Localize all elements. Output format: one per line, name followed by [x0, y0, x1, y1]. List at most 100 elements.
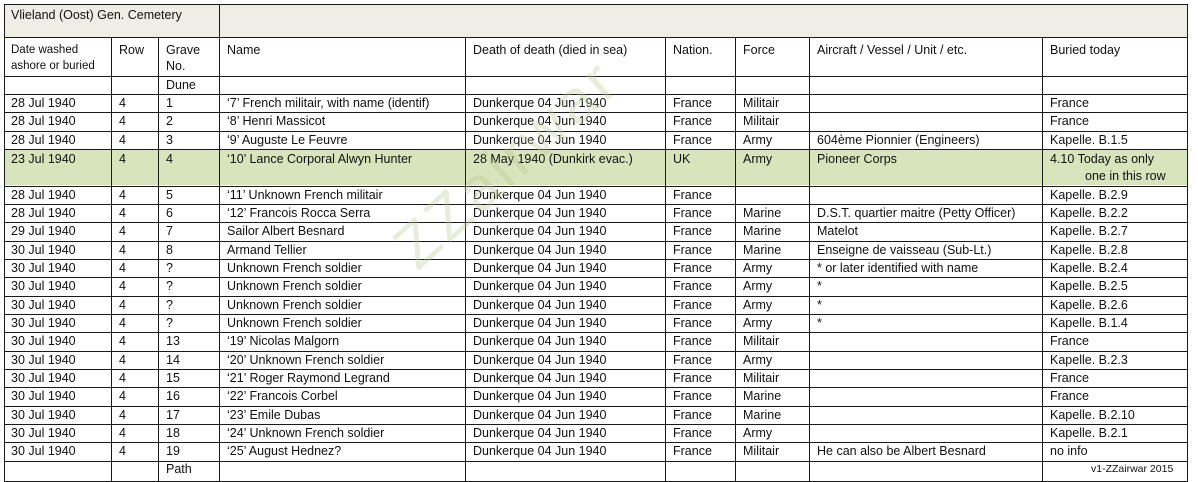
cell-grave: 13 — [166, 334, 180, 348]
gridline-vertical — [1187, 4, 1188, 482]
cell-death: Dunkerque 04 Jun 1940 — [473, 298, 607, 312]
cell-date: 30 Jul 1940 — [11, 371, 76, 385]
gridline-horizontal — [4, 76, 1187, 77]
cell-name: Unknown French soldier — [227, 316, 362, 330]
cell-buried: Kapelle. B.2.3 — [1050, 353, 1128, 367]
cell-name: ‘7’ French militair, with name (identif) — [227, 96, 430, 110]
cell-death: Dunkerque 04 Jun 1940 — [473, 261, 607, 275]
header-unit: Aircraft / Vessel / Unit / etc. — [817, 43, 968, 57]
cell-row: 4 — [119, 243, 126, 257]
cell-buried: France — [1050, 334, 1089, 348]
cell-grave: 6 — [166, 206, 173, 220]
cell-death: Dunkerque 04 Jun 1940 — [473, 133, 607, 147]
cell-force: Marine — [743, 389, 782, 403]
gridline-horizontal — [4, 149, 1187, 150]
footer-note: v1-ZZairwar 2015 — [1091, 463, 1174, 475]
cell-row: 4 — [119, 298, 126, 312]
cell-death: Dunkerque 04 Jun 1940 — [473, 334, 607, 348]
cell-row: 4 — [119, 389, 126, 403]
cell-force: Marine — [743, 224, 782, 238]
cell-unit: * — [817, 298, 822, 312]
cell-unit: He can also be Albert Besnard — [817, 444, 986, 458]
cell-nation: France — [673, 188, 712, 202]
section-dune-label: Dune — [166, 78, 196, 92]
cell-nation: France — [673, 298, 712, 312]
header-nation: Nation. — [673, 43, 713, 57]
cell-death: Dunkerque 04 Jun 1940 — [473, 408, 607, 422]
cell-buried: Kapelle. B.2.2 — [1050, 206, 1128, 220]
cell-force: Army — [743, 279, 773, 293]
cell-name: ‘10’ Lance Corporal Alwyn Hunter — [227, 152, 413, 166]
cell-force: Militair — [743, 444, 780, 458]
section-path-label: Path — [166, 462, 192, 476]
cell-death: Dunkerque 04 Jun 1940 — [473, 426, 607, 440]
cell-nation: France — [673, 133, 712, 147]
gridline-horizontal — [4, 186, 1187, 187]
cell-date: 28 Jul 1940 — [11, 133, 76, 147]
cell-buried: Kapelle. B.2.8 — [1050, 243, 1128, 257]
cell-force: Marine — [743, 243, 782, 257]
cell-buried: Kapelle. B.2.10 — [1050, 408, 1135, 422]
cell-date: 30 Jul 1940 — [11, 334, 76, 348]
cell-date: 28 Jul 1940 — [11, 206, 76, 220]
cell-death: 28 May 1940 (Dunkirk evac.) — [473, 152, 633, 166]
cell-buried: no info — [1050, 444, 1088, 458]
cell-buried: France — [1050, 96, 1089, 110]
cell-grave: 14 — [166, 353, 180, 367]
cell-nation: France — [673, 261, 712, 275]
cell-name: Armand Tellier — [227, 243, 307, 257]
cell-nation: France — [673, 408, 712, 422]
gridline-horizontal — [4, 94, 1187, 95]
highlight-row-band — [4, 150, 1187, 185]
cell-grave: ? — [166, 279, 173, 293]
table-title: Vlieland (Oost) Gen. Cemetery — [11, 8, 182, 22]
cell-name: ‘9’ Auguste Le Feuvre — [227, 133, 348, 147]
cell-date: 28 Jul 1940 — [11, 114, 76, 128]
cell-death: Dunkerque 04 Jun 1940 — [473, 389, 607, 403]
header-force: Force — [743, 43, 775, 57]
cell-date: 29 Jul 1940 — [11, 224, 76, 238]
gridline-horizontal — [4, 351, 1187, 352]
header-date-line-1: Date washed — [11, 44, 79, 56]
gridline-vertical — [665, 37, 666, 482]
cell-buried: 4.10 Today as only — [1050, 152, 1155, 166]
gridline-horizontal — [4, 387, 1187, 388]
gridline-horizontal — [4, 424, 1187, 425]
cell-name: ‘12’ Francois Rocca Serra — [227, 206, 371, 220]
cell-row: 4 — [119, 188, 126, 202]
cell-buried: Kapelle. B.1.4 — [1050, 316, 1128, 330]
cell-nation: France — [673, 206, 712, 220]
header-date-line-2: ashore or buried — [11, 60, 95, 72]
cell-death: Dunkerque 04 Jun 1940 — [473, 224, 607, 238]
cell-name: ‘23’ Emile Dubas — [227, 408, 321, 422]
cell-date: 30 Jul 1940 — [11, 408, 76, 422]
cell-row: 4 — [119, 96, 126, 110]
cell-row: 4 — [119, 279, 126, 293]
cell-date: 30 Jul 1940 — [11, 316, 76, 330]
cell-force: Army — [743, 261, 773, 275]
gridline-horizontal — [4, 332, 1187, 333]
gridline-vertical — [219, 4, 220, 482]
cell-name: Unknown French soldier — [227, 298, 362, 312]
cell-row: 4 — [119, 426, 126, 440]
cell-force: Marine — [743, 408, 782, 422]
cell-death: Dunkerque 04 Jun 1940 — [473, 188, 607, 202]
gridline-horizontal — [4, 241, 1187, 242]
cell-death: Dunkerque 04 Jun 1940 — [473, 206, 607, 220]
cell-death: Dunkerque 04 Jun 1940 — [473, 96, 607, 110]
cell-nation: France — [673, 114, 712, 128]
cell-grave: 4 — [166, 152, 173, 166]
cell-date: 30 Jul 1940 — [11, 261, 76, 275]
cell-name: ‘22’ Francois Corbel — [227, 389, 338, 403]
cell-buried: France — [1050, 114, 1089, 128]
cell-date: 30 Jul 1940 — [11, 389, 76, 403]
cell-unit: D.S.T. quartier maitre (Petty Officer) — [817, 206, 1016, 220]
gridline-horizontal — [4, 4, 1187, 5]
cell-death: Dunkerque 04 Jun 1940 — [473, 114, 607, 128]
cell-grave: ? — [166, 316, 173, 330]
cell-nation: France — [673, 426, 712, 440]
gridline-vertical — [1042, 37, 1043, 482]
cell-name: ‘19’ Nicolas Malgorn — [227, 334, 340, 348]
cell-grave: 15 — [166, 371, 180, 385]
